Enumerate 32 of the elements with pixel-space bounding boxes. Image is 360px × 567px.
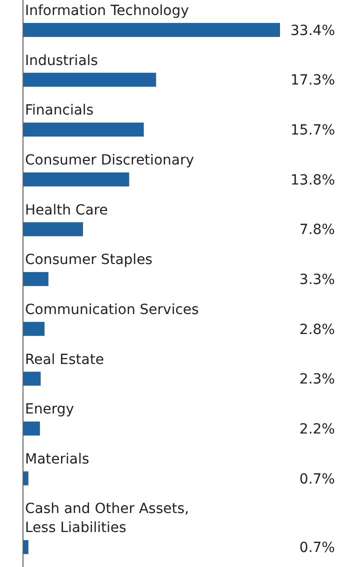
y-tick-label: Real Estate xyxy=(25,352,104,368)
data-label: 33.4% xyxy=(290,22,335,39)
y-tick-label: Health Care xyxy=(25,202,108,218)
data-label: 0.7% xyxy=(299,471,335,488)
bar xyxy=(23,172,130,186)
data-label: 2.3% xyxy=(299,372,335,388)
bar xyxy=(23,471,28,486)
data-label: 0.7% xyxy=(299,540,335,556)
bar xyxy=(23,422,40,436)
y-tick-label: Financials xyxy=(25,102,94,119)
y-tick-label: Cash and Other Assets, Less Liabilities xyxy=(25,501,189,536)
bar xyxy=(23,322,45,336)
y-tick-label: Information Technology xyxy=(25,3,189,19)
y-tick-label: Communication Services xyxy=(25,302,199,318)
bar xyxy=(23,22,280,37)
data-label: 7.8% xyxy=(299,222,335,238)
data-label: 17.3% xyxy=(290,72,335,89)
data-label: 3.3% xyxy=(299,272,335,288)
data-label: 13.8% xyxy=(290,172,335,188)
bar xyxy=(23,122,144,137)
bar xyxy=(23,72,156,87)
data-label: 2.2% xyxy=(299,421,335,438)
y-tick-label: Consumer Discretionary xyxy=(25,152,194,168)
data-label: 15.7% xyxy=(290,122,335,138)
y-tick-label: Energy xyxy=(25,402,74,418)
y-tick-label: Materials xyxy=(25,451,90,468)
y-tick-label: Consumer Staples xyxy=(25,252,152,268)
y-tick-label: Industrials xyxy=(25,52,98,69)
bar xyxy=(23,372,41,386)
bar xyxy=(23,272,48,286)
data-label: 2.8% xyxy=(299,322,335,338)
bar xyxy=(23,222,84,236)
